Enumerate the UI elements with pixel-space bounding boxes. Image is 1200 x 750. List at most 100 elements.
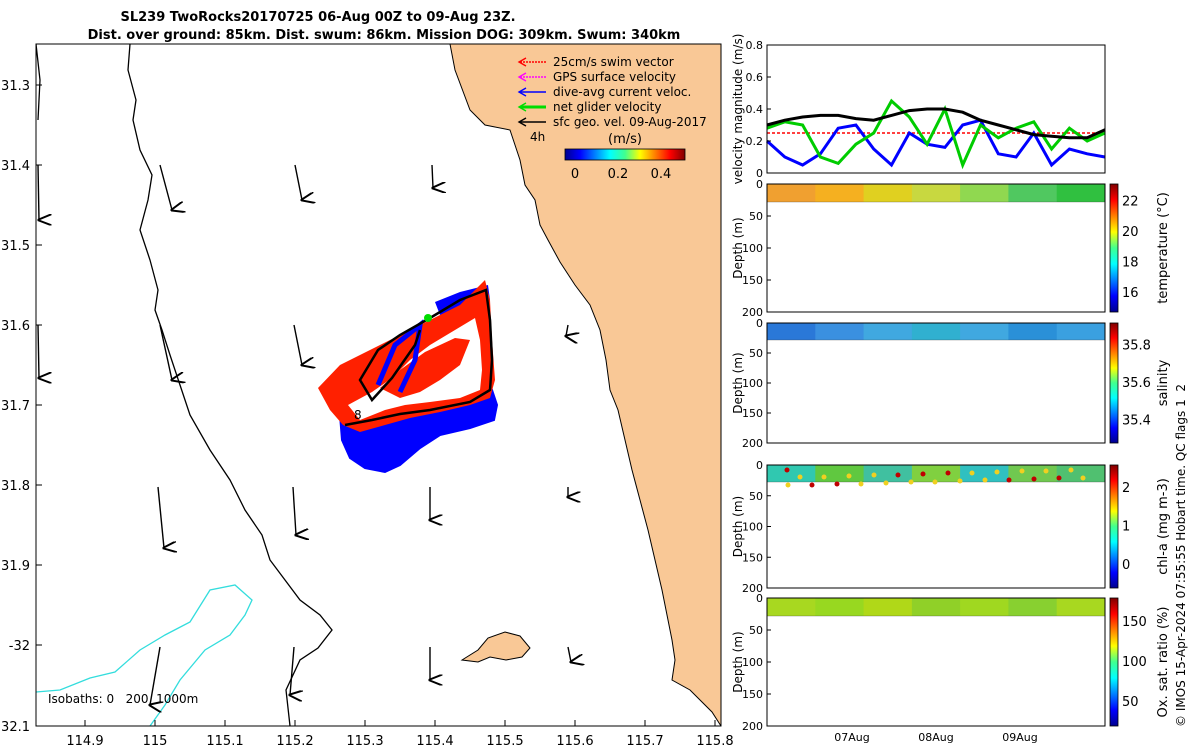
- chl-hotspot: [1068, 467, 1074, 473]
- chl-hotspot: [969, 470, 975, 476]
- panel-background: [767, 598, 1105, 726]
- chl-hotspot: [982, 477, 988, 483]
- chl-hotspot: [1043, 468, 1049, 474]
- geo-arrow: [157, 486, 164, 548]
- profile-panel-4: 50 100 150 Ox. sat. ratio (%) 0 50 100 150 200 De…: [731, 592, 1171, 733]
- profile-cell: [1008, 184, 1058, 202]
- legend-arrowhead: [517, 72, 527, 82]
- colorbar-tick-label: 150: [1122, 615, 1147, 630]
- y-tick-label: 200: [742, 437, 763, 450]
- legend-arrowhead: [517, 117, 527, 127]
- y-tick-label: 100: [742, 377, 763, 390]
- profile-cell: [767, 598, 816, 616]
- lat-tick-label: -32: [9, 639, 30, 654]
- lon-tick-label: 115.5: [486, 734, 523, 749]
- colorbar-tick-label: 1: [1122, 519, 1130, 534]
- time-tick-label: 07Aug: [834, 731, 869, 744]
- y-axis-label: Depth (m): [731, 217, 745, 278]
- profile-cell: [960, 465, 1009, 482]
- y-tick-label: 150: [742, 688, 763, 701]
- title-line-2: Dist. over ground: 85km. Dist. swum: 86k…: [88, 28, 681, 43]
- profile-cell: [815, 598, 865, 616]
- colorbar-tick-label: 16: [1122, 286, 1139, 301]
- legend-arrowhead: [517, 102, 527, 112]
- chl-hotspot: [920, 471, 926, 477]
- y-tick-label: 50: [749, 347, 763, 360]
- profile-cell: [1056, 323, 1106, 340]
- isobaths-label: Isobaths: 0 200 1000m: [48, 692, 198, 706]
- island: [460, 631, 531, 663]
- geo-arrow: [292, 486, 296, 535]
- colorbar-label: salinity: [1156, 359, 1171, 406]
- lat-tick-label: 31.4: [1, 159, 30, 174]
- geo-arrow: [159, 164, 172, 210]
- y-tick-label: 0.6: [746, 71, 764, 84]
- lon-tick-label: 115.3: [346, 734, 383, 749]
- colorbar-tick-label: 100: [1122, 655, 1147, 670]
- chl-hotspot: [1031, 476, 1037, 482]
- colorbar-tick-label: 35.8: [1122, 338, 1151, 353]
- profile-cell: [911, 323, 961, 340]
- y-tick-label: 200: [742, 720, 763, 733]
- profile-cell: [863, 323, 913, 340]
- geostrophic-arrows: [37, 164, 571, 705]
- time-tick-label: 09Aug: [1002, 731, 1037, 744]
- lat-tick-label: 31.9: [1, 559, 30, 574]
- legend-arrowhead: [517, 57, 527, 67]
- panel-colorbar: [1109, 183, 1119, 313]
- profile-cell: [1056, 184, 1106, 202]
- chl-hotspot: [797, 474, 803, 480]
- y-tick-label: 0.4: [746, 103, 764, 116]
- colorbar-tick-label: 35.6: [1122, 376, 1151, 391]
- profile-cell: [911, 184, 961, 202]
- panel-colorbar: [1109, 597, 1119, 727]
- profile-panel-3: 0 1 2 chl-a (mg m-3) 0 50 100 150 200 Depth (m): [731, 459, 1171, 595]
- y-tick-label: 0: [756, 592, 763, 605]
- colorbar-tick-label: 22: [1122, 194, 1139, 209]
- series-line-net-glider: [766, 98, 1106, 170]
- colorbar-tick-label: 2: [1122, 481, 1130, 496]
- y-tick-label: 0.2: [746, 135, 764, 148]
- chl-hotspot: [809, 482, 815, 488]
- time-axis-labels: 07Aug 08Aug 09Aug: [834, 731, 1037, 744]
- chl-hotspot: [945, 470, 951, 476]
- profile-cell: [815, 323, 865, 340]
- y-axis-label: Depth (m): [731, 496, 745, 557]
- title-line-1: SL239 TwoRocks20170725 06-Aug 00Z to 09-…: [120, 10, 515, 25]
- lon-tick-label: 115.8: [696, 734, 733, 749]
- y-tick-label: 200: [742, 306, 763, 319]
- y-tick-label: 100: [742, 521, 763, 534]
- lon-tick-label: 114.9: [66, 734, 103, 749]
- profile-cell: [815, 184, 865, 202]
- profile-cell: [863, 465, 913, 482]
- speed-colorbar-ticks: 0 0.2 0.4: [571, 167, 671, 182]
- geo-arrow: [159, 324, 172, 380]
- panel-colorbar: [1109, 322, 1119, 444]
- lon-tick-label: 115.2: [276, 734, 313, 749]
- legend-tag: 4h: [530, 130, 545, 144]
- chl-hotspot: [895, 472, 901, 478]
- colorbar-tick-label: 20: [1122, 225, 1139, 240]
- y-tick-label: 50: [749, 210, 763, 223]
- profile-panel-1: 16 18 20 22 temperature (°C) 0 50 100 150 200 Dept…: [731, 178, 1171, 319]
- colorbar-tick-label: 0.2: [608, 167, 629, 182]
- longitude-tick-labels: 114.9 115 115.1 115.2 115.3 115.4 115.5 115.6 11…: [66, 720, 734, 749]
- y-tick-label: 0: [756, 167, 763, 180]
- series-line-sfc-geo: [766, 107, 1106, 140]
- panel-colorbar: [1109, 464, 1119, 589]
- chl-hotspot: [871, 472, 877, 478]
- lon-tick-label: 115.1: [206, 734, 243, 749]
- lat-tick-label: 31.8: [1, 479, 30, 494]
- y-tick-label: 150: [742, 407, 763, 420]
- geo-arrow: [290, 646, 294, 695]
- legend-arrowhead: [517, 87, 527, 97]
- map-panel: 8 31.3 31.4 31.5 31.6 31.7 31.8 31.9 -32 32.1 11…: [1, 43, 734, 749]
- geo-arrow: [294, 164, 302, 200]
- panel-background: [767, 465, 1105, 588]
- lon-tick-label: 115: [143, 734, 168, 749]
- y-tick-label: 0: [756, 317, 763, 330]
- chl-hotspot: [1019, 468, 1025, 474]
- glider-track: [318, 280, 499, 474]
- y-tick-label: 150: [742, 274, 763, 287]
